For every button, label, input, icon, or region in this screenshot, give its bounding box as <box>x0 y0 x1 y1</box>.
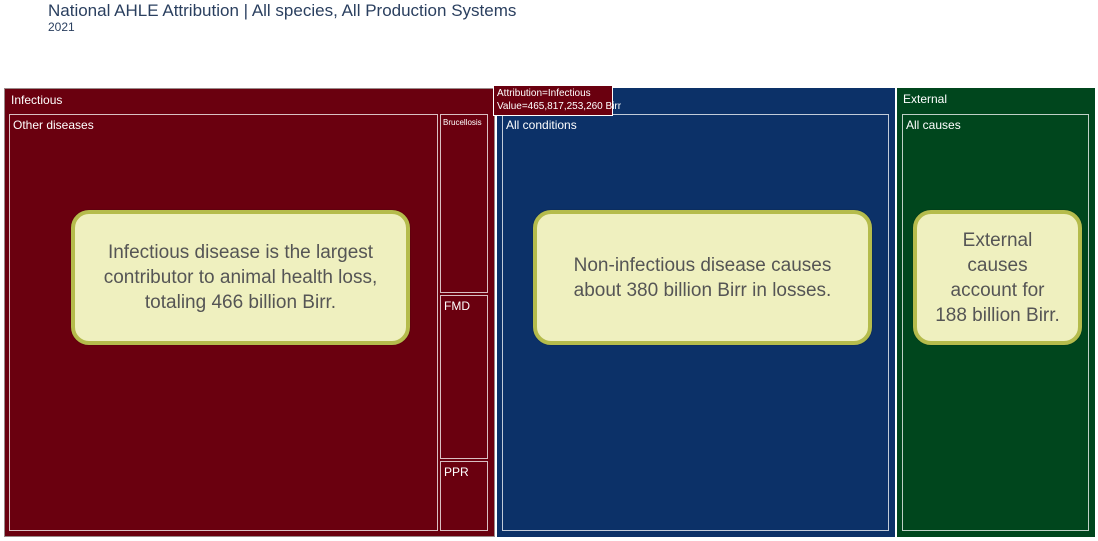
tile-label-infectious: Infectious <box>11 93 63 107</box>
callout-noninfectious: Non-infectious disease causes about 380 … <box>533 210 872 345</box>
callout-external-text: External causes account for 188 billion … <box>935 229 1060 326</box>
treemap-tile-ppr[interactable]: PPR <box>440 461 488 531</box>
tile-label-all-causes: All causes <box>906 118 961 132</box>
tile-label-all-conditions: All conditions <box>506 118 577 132</box>
chart-title-block: National AHLE Attribution | All species,… <box>48 1 516 34</box>
tile-label-other-diseases: Other diseases <box>13 118 94 132</box>
tile-label-external: External <box>903 92 948 106</box>
callout-noninfectious-text: Non-infectious disease causes about 380 … <box>573 254 832 301</box>
tooltip-line-value: Value=465,817,253,260 Birr <box>497 101 622 112</box>
tile-label-ppr: PPR <box>444 465 469 479</box>
chart-title: National AHLE Attribution | All species,… <box>48 1 517 20</box>
callout-external: External causes account for 188 billion … <box>913 210 1082 345</box>
tooltip-line-attribution: Attribution=Infectious <box>497 88 591 99</box>
chart-subtitle: 2021 <box>48 20 75 34</box>
callout-infectious: Infectious disease is the largest contri… <box>71 210 410 345</box>
tile-label-fmd: FMD <box>444 299 470 313</box>
tooltip-arrow <box>485 95 493 105</box>
treemap-tile-fmd[interactable]: FMD <box>440 295 488 459</box>
treemap-tile-brucellosis[interactable]: Brucellosis <box>440 114 488 293</box>
tile-label-brucellosis: Brucellosis <box>443 118 482 127</box>
hover-tooltip: Attribution=Infectious Value=465,817,253… <box>493 85 622 116</box>
callout-infectious-text: Infectious disease is the largest contri… <box>103 242 378 313</box>
